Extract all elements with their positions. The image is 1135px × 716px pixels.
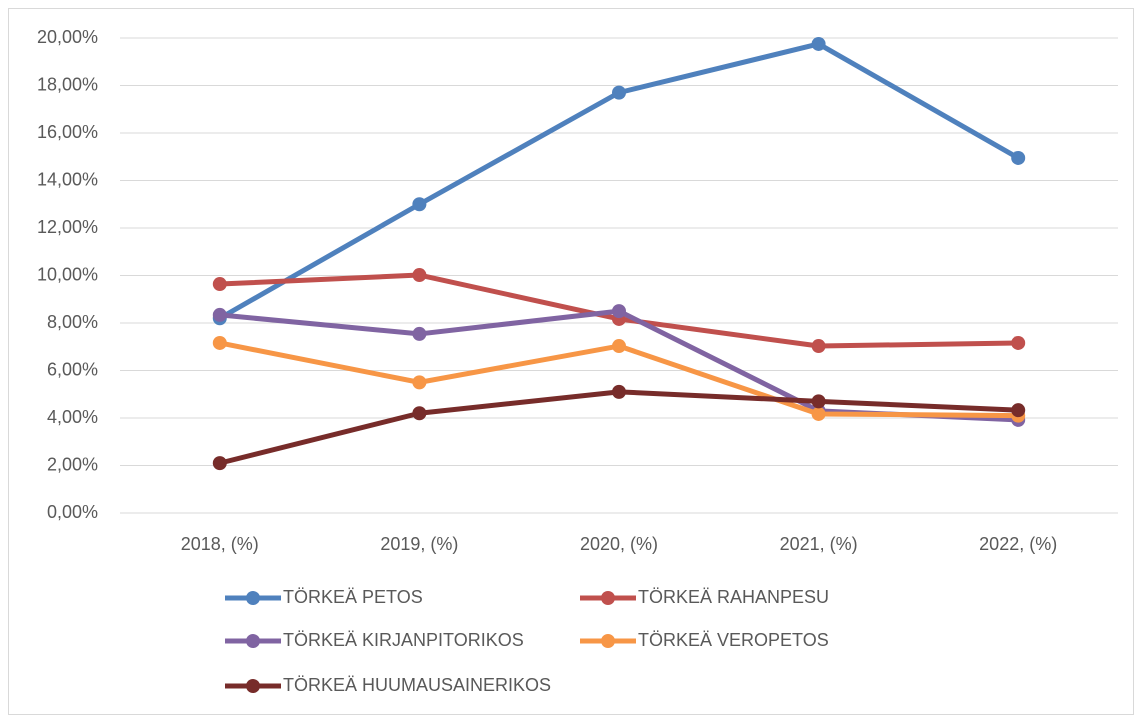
x-tick-label: 2020, (%) — [580, 534, 658, 554]
y-tick-label: 16,00% — [37, 122, 98, 142]
point — [1011, 150, 1026, 165]
point — [412, 268, 427, 283]
legend-marker — [246, 679, 260, 693]
point — [212, 307, 227, 322]
y-tick-label: 6,00% — [47, 359, 98, 379]
x-tick-label: 2021, (%) — [780, 534, 858, 554]
y-tick-label: 0,00% — [47, 502, 98, 522]
point — [811, 339, 826, 354]
point — [612, 304, 626, 319]
y-tick-label: 20,00% — [37, 27, 98, 47]
point — [612, 384, 626, 399]
legend-label: TÖRKEÄ RAHANPESU — [638, 587, 829, 607]
y-tick-label: 14,00% — [37, 169, 98, 189]
legend-label: TÖRKEÄ KIRJANPITORIKOS — [283, 630, 524, 650]
legend-label: TÖRKEÄ VEROPETOS — [638, 630, 829, 650]
legend-label: TÖRKEÄ PETOS — [283, 587, 423, 607]
x-tick-label: 2018, (%) — [181, 534, 259, 554]
point — [811, 36, 826, 51]
x-tick-label: 2019, (%) — [380, 534, 458, 554]
point — [412, 326, 427, 341]
legend-marker — [601, 591, 615, 605]
point — [412, 375, 427, 390]
point — [1011, 335, 1026, 350]
point — [1011, 403, 1026, 418]
legend-marker — [246, 591, 260, 605]
y-tick-label: 18,00% — [37, 74, 98, 94]
point — [612, 339, 626, 354]
chart-border — [8, 8, 1134, 715]
point — [212, 277, 227, 292]
point — [811, 406, 826, 421]
point — [412, 197, 427, 212]
legend-marker — [246, 634, 260, 648]
y-tick-label: 2,00% — [47, 454, 98, 474]
point — [212, 456, 227, 471]
x-tick-label: 2022, (%) — [979, 534, 1057, 554]
y-tick-label: 8,00% — [47, 312, 98, 332]
y-tick-label: 12,00% — [37, 217, 98, 237]
legend-marker — [601, 634, 615, 648]
y-tick-label: 10,00% — [37, 264, 98, 284]
point — [412, 406, 427, 421]
point — [612, 85, 626, 100]
legend-label: TÖRKEÄ HUUMAUSAINERIKOS — [283, 675, 551, 695]
point — [811, 394, 826, 409]
point — [212, 335, 227, 350]
y-tick-label: 4,00% — [47, 407, 98, 427]
